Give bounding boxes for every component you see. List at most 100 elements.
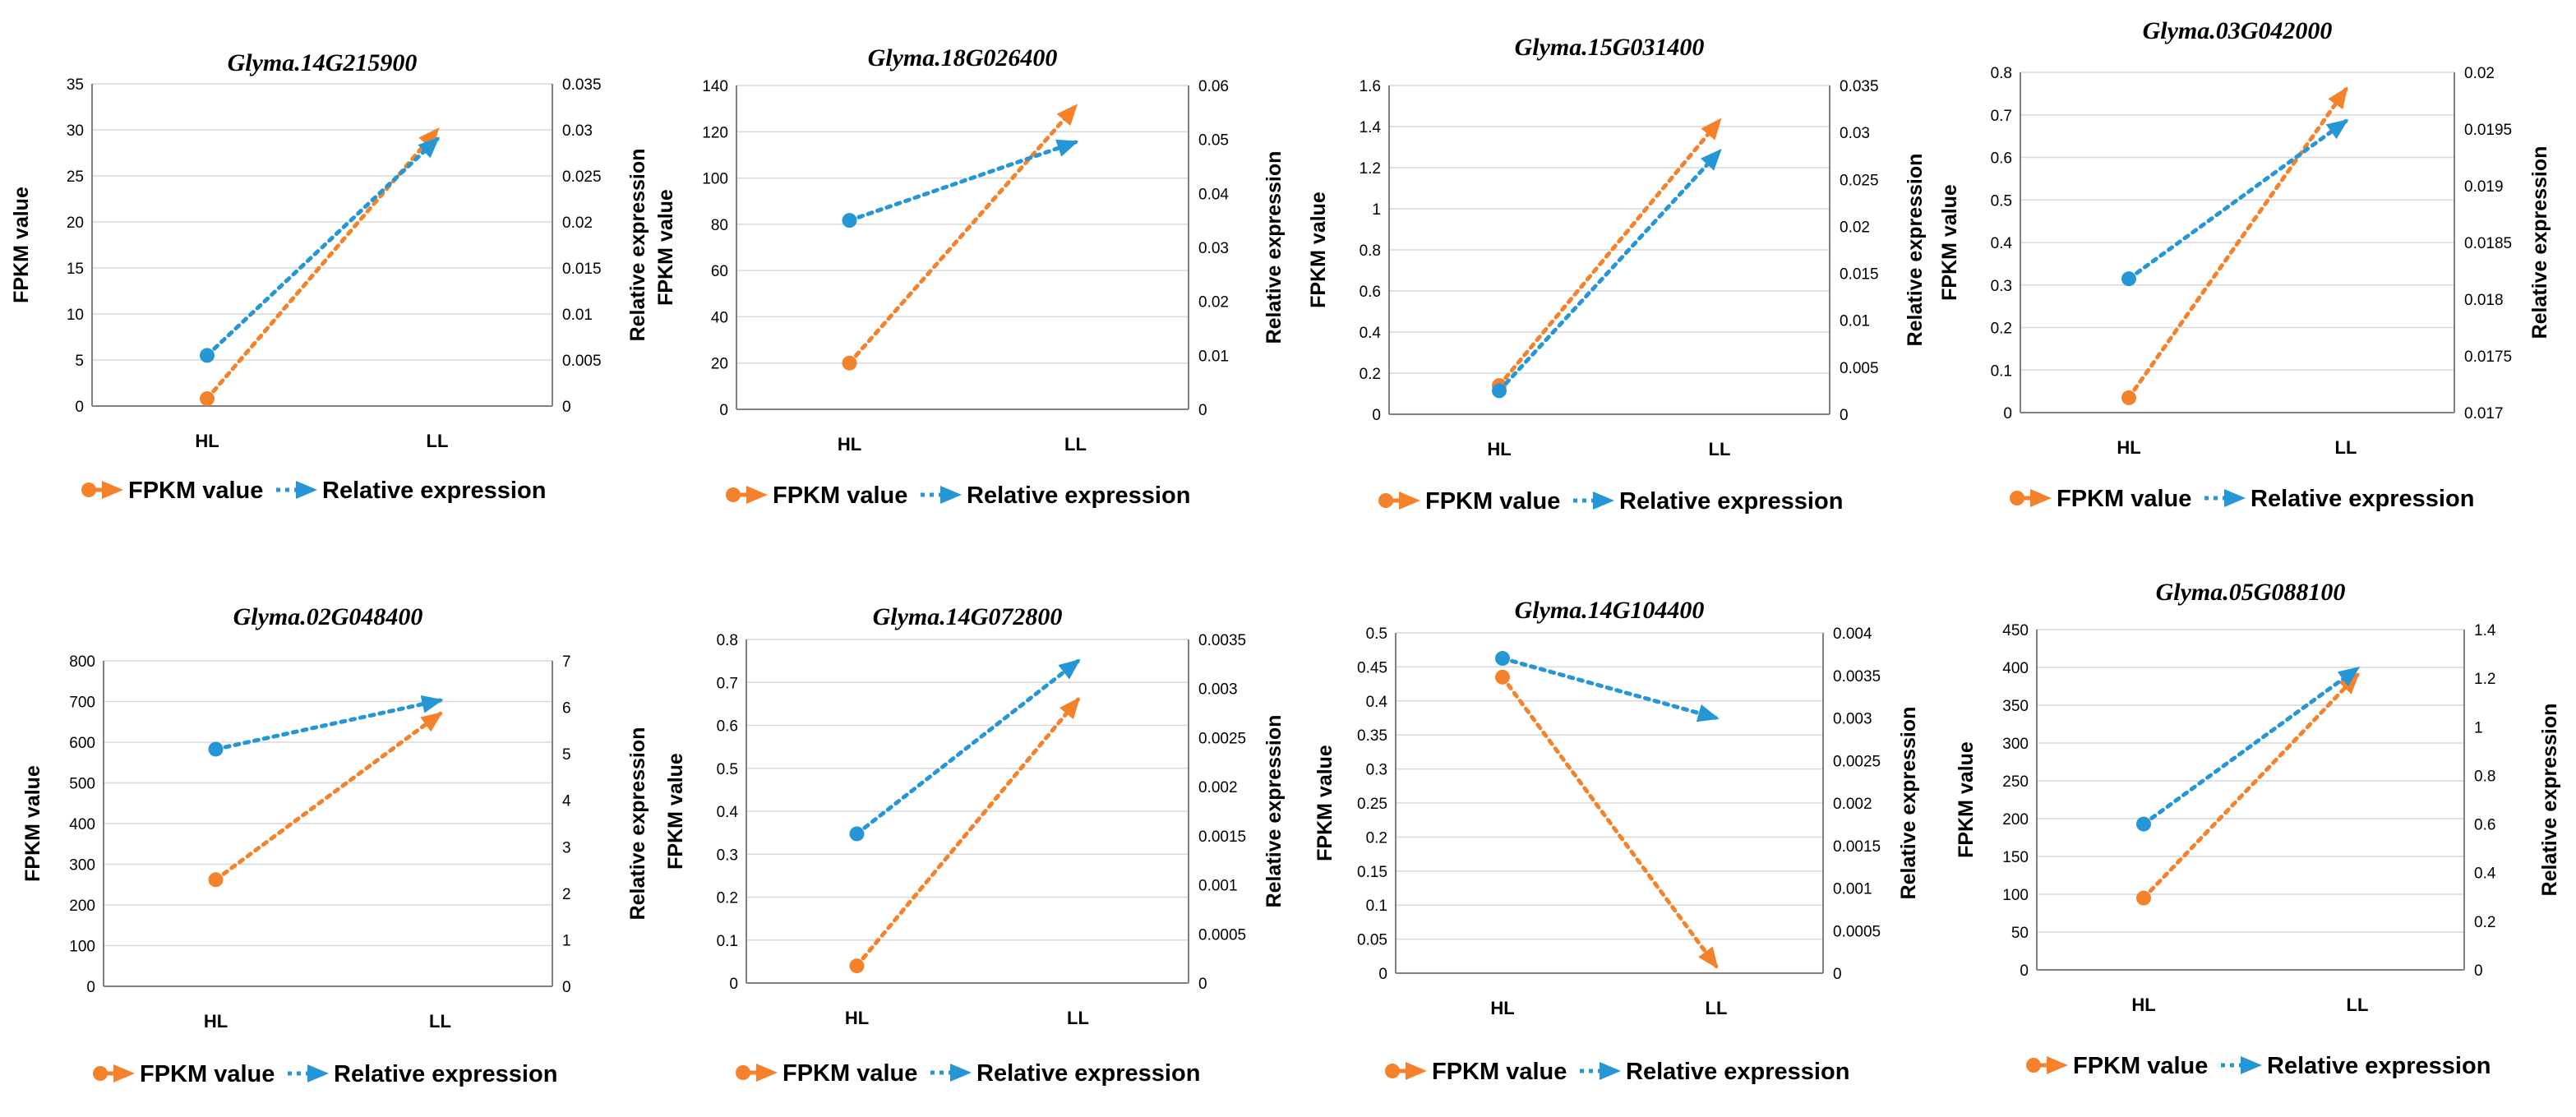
y-tick-label: 200 xyxy=(69,898,95,915)
relative-expression-line xyxy=(2126,118,2348,281)
legend-fpkm-arrow xyxy=(756,1064,778,1082)
legend-relative-label: Relative expression xyxy=(1619,488,1843,515)
y2-tick-label: 0.02 xyxy=(2464,65,2495,82)
y-tick-label: 0.6 xyxy=(1991,150,2012,168)
relative-expression-point-hl xyxy=(842,213,857,228)
y2-axis-title: Relative expression xyxy=(1263,151,1286,344)
x-tick-label: LL xyxy=(2347,995,2369,1015)
y-tick-label: 0.2 xyxy=(1366,829,1387,847)
y2-tick-label: 6 xyxy=(562,700,571,718)
y-tick-label: 1.2 xyxy=(1360,160,1381,178)
relative-expression-line xyxy=(855,658,1080,836)
y2-tick-label: 1.4 xyxy=(2474,622,2496,639)
fpkm-value-point-ll xyxy=(418,127,440,150)
relative-expression-point-ll xyxy=(1701,149,1722,171)
y2-tick-label: 0.4 xyxy=(2474,865,2496,883)
fpkm-value-point-ll xyxy=(1698,946,1719,969)
legend-relative-label: Relative expression xyxy=(1626,1059,1849,1085)
x-tick-label: HL xyxy=(2131,995,2155,1015)
legend: FPKM value Relative expression xyxy=(2026,1053,2491,1079)
y-tick-label: 30 xyxy=(67,122,84,140)
y-axis-title: FPKM value xyxy=(654,189,677,306)
y2-tick-label: 0.0005 xyxy=(1198,926,1246,944)
y-tick-label: 120 xyxy=(702,124,728,141)
y2-tick-label: 0.035 xyxy=(562,76,602,94)
legend-fpkm-marker xyxy=(2010,491,2024,505)
y2-tick-label: 1 xyxy=(562,932,571,949)
chart-panel-2: Glyma.18G026400 0 20 40 60 80 100 120 140 0 0.01 0.… xyxy=(654,44,1286,509)
x-tick-label: HL xyxy=(204,1011,228,1032)
y2-tick-label: 0.003 xyxy=(1198,681,1238,699)
legend-fpkm-label: FPKM value xyxy=(2057,486,2191,512)
y2-axis-title: Relative expression xyxy=(2528,146,2551,339)
legend-fpkm-label: FPKM value xyxy=(2073,1053,2208,1079)
y2-tick-label: 0.8 xyxy=(2474,768,2495,785)
y2-tick-label: 0.025 xyxy=(562,168,602,186)
chart-panel-6: Glyma.14G072800 0 0.1 0.2 0.3 0.4 0.5 0.6 0.7 0.8… xyxy=(664,603,1286,1087)
relative-expression-point-hl xyxy=(1495,651,1510,667)
legend-fpkm-arrow xyxy=(746,486,768,504)
x-tick-label: LL xyxy=(429,1011,451,1032)
y2-axis-title: Relative expression xyxy=(1897,707,1920,900)
y-tick-label: 1.6 xyxy=(1360,78,1381,95)
y2-tick-label: 0.0025 xyxy=(1833,753,1881,770)
y2-axis-title: Relative expression xyxy=(1904,154,1927,347)
legend-relative-label: Relative expression xyxy=(334,1061,557,1087)
y2-tick-label: 0.03 xyxy=(1198,240,1229,257)
y-tick-label: 0.8 xyxy=(1991,65,2012,82)
legend-fpkm-arrow xyxy=(102,481,123,499)
y2-tick-label: 0 xyxy=(1833,966,1842,983)
relative-expression-line xyxy=(2141,666,2360,827)
y-tick-label: 0.6 xyxy=(717,718,738,736)
y2-tick-label: 0.005 xyxy=(562,353,602,370)
legend-fpkm-marker xyxy=(81,482,96,497)
fpkm-value-line xyxy=(214,711,442,882)
legend-relative-label: Relative expression xyxy=(967,482,1190,509)
relative-expression-point-ll xyxy=(418,136,440,159)
y2-tick-label: 0 xyxy=(1840,407,1849,424)
legend-fpkm-marker xyxy=(2026,1058,2041,1073)
y2-tick-label: 0 xyxy=(2474,962,2483,980)
y-tick-label: 0 xyxy=(719,402,728,419)
fpkm-value-point-hl xyxy=(2136,890,2151,906)
y-tick-label: 0 xyxy=(1378,966,1387,983)
legend-relative-arrow xyxy=(2224,489,2246,507)
y-tick-label: 0 xyxy=(86,979,95,996)
legend-fpkm-arrow xyxy=(2030,489,2052,507)
y2-tick-label: 0.02 xyxy=(562,215,593,232)
y-tick-label: 140 xyxy=(702,78,728,95)
y-tick-label: 0.2 xyxy=(717,890,738,907)
chart-panel-4: Glyma.03G042000 0 0.1 0.2 0.3 0.4 0.5 0.6 0.7 0.8… xyxy=(1938,17,2551,512)
y2-tick-label: 0.0015 xyxy=(1198,829,1246,846)
y-tick-label: 0.45 xyxy=(1357,659,1387,676)
legend-fpkm-marker xyxy=(726,487,741,502)
y-tick-label: 500 xyxy=(69,776,95,793)
x-tick-label: HL xyxy=(838,434,861,455)
y2-tick-label: 0.005 xyxy=(1840,360,1879,377)
fpkm-value-point-ll xyxy=(420,711,443,732)
chart-panel-8: Glyma.05G088100 0 50 100 150 200 250 300 350 400 4… xyxy=(1955,579,2561,1079)
y-tick-label: 400 xyxy=(2002,660,2029,677)
y-tick-label: 0.05 xyxy=(1357,932,1387,949)
chart-title: Glyma.05G088100 xyxy=(2156,579,2346,606)
relative-expression-line xyxy=(1497,149,1722,393)
y2-tick-label: 1 xyxy=(2474,719,2483,736)
legend-relative-arrow xyxy=(1593,492,1614,510)
y-tick-label: 100 xyxy=(702,171,728,188)
y2-axis-title: Relative expression xyxy=(626,727,649,921)
chart-title: Glyma.14G104400 xyxy=(1515,597,1705,624)
y-axis-title: FPKM value xyxy=(1307,192,1330,308)
x-tick-label: LL xyxy=(1064,434,1087,455)
y2-tick-label: 0.019 xyxy=(2464,178,2504,196)
y-tick-label: 50 xyxy=(2011,925,2029,942)
y-tick-label: 0 xyxy=(75,399,84,416)
y-tick-label: 700 xyxy=(69,695,95,712)
y2-tick-label: 0.02 xyxy=(1198,294,1229,312)
legend: FPKM value Relative expression xyxy=(726,482,1190,509)
y-tick-label: 25 xyxy=(67,168,84,186)
y2-tick-label: 0.0035 xyxy=(1833,668,1881,685)
y-tick-label: 10 xyxy=(67,307,84,324)
fpkm-value-line xyxy=(847,104,1078,366)
x-tick-label: HL xyxy=(1490,998,1514,1018)
chart-panel-5: Glyma.02G048400 0 100 200 300 400 500 600 700 800… xyxy=(21,603,649,1087)
